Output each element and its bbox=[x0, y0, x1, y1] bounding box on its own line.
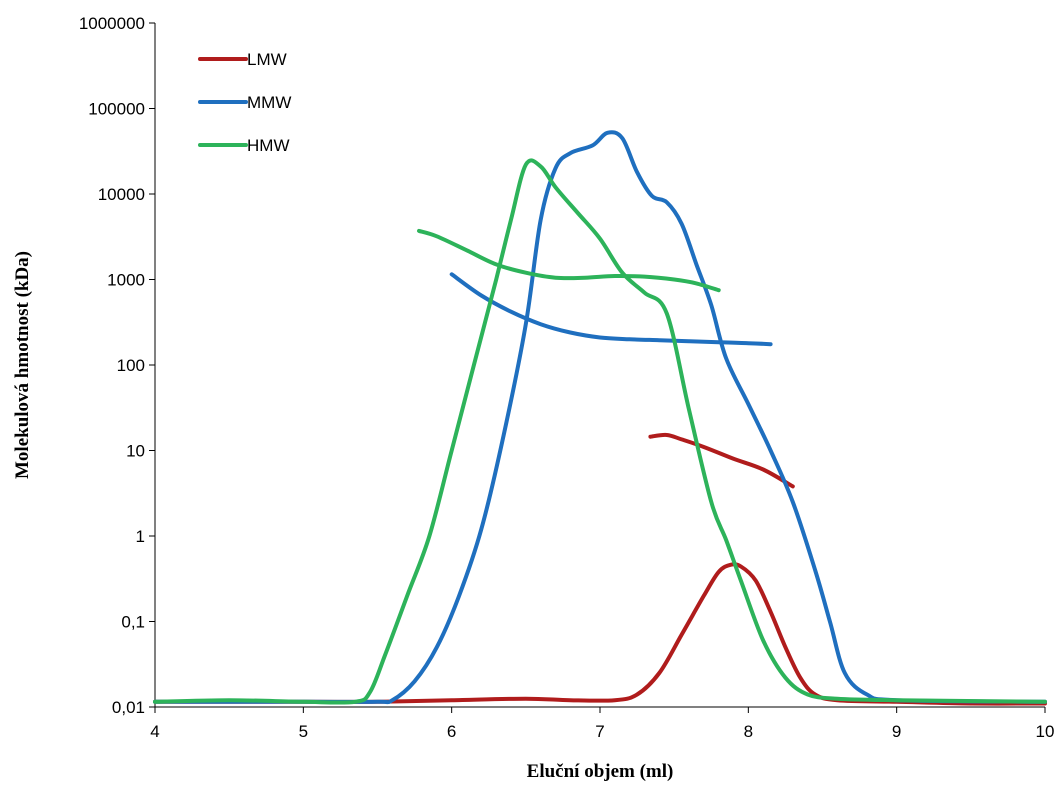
series-mmw-curve-1 bbox=[153, 130, 1047, 705]
y-tick-label: 0,01 bbox=[112, 698, 145, 717]
x-tick-label: 7 bbox=[595, 722, 604, 741]
y-tick-label: 10 bbox=[126, 442, 145, 461]
y-tick-label: 100 bbox=[117, 356, 145, 375]
y-tick-label: 0,1 bbox=[121, 613, 145, 632]
y-ticks: 0,01 0,1 1 10 100 1000 10000 100000 1000000 bbox=[79, 14, 155, 717]
x-axis-title: Eluční objem (ml) bbox=[527, 761, 674, 782]
legend-label-lmw: LMW bbox=[247, 50, 287, 69]
y-tick-label: 100000 bbox=[88, 100, 145, 119]
x-ticks: 4 5 6 7 8 9 10 bbox=[150, 707, 1054, 741]
plot-area: 0,01 0,1 1 10 100 1000 10000 100000 1000000 4 5 6 7… bbox=[79, 14, 1055, 741]
x-tick-label: 4 bbox=[150, 722, 159, 741]
x-tick-label: 8 bbox=[744, 722, 753, 741]
x-tick-label: 6 bbox=[447, 722, 456, 741]
series-lmw-curve-1 bbox=[153, 562, 1047, 706]
series-hmw-curve-2 bbox=[417, 228, 721, 293]
series-mmw-curve-2 bbox=[449, 272, 773, 347]
x-tick-label: 5 bbox=[299, 722, 308, 741]
series-lmw-curve-2 bbox=[648, 432, 795, 489]
legend: LMW MMW HMW bbox=[198, 50, 291, 155]
y-tick-label: 1000 bbox=[107, 271, 145, 290]
legend-label-hmw: HMW bbox=[247, 136, 289, 155]
series-hmw-curve-1 bbox=[153, 158, 1047, 705]
series-group bbox=[153, 130, 1047, 706]
x-tick-label: 10 bbox=[1036, 722, 1055, 741]
y-tick-label: 1000000 bbox=[79, 14, 145, 33]
y-tick-label: 1 bbox=[136, 527, 145, 546]
y-tick-label: 10000 bbox=[98, 185, 145, 204]
y-axis-title: Molekulová hmotnost (kDa) bbox=[12, 251, 33, 479]
legend-label-mmw: MMW bbox=[247, 93, 291, 112]
x-tick-label: 9 bbox=[892, 722, 901, 741]
